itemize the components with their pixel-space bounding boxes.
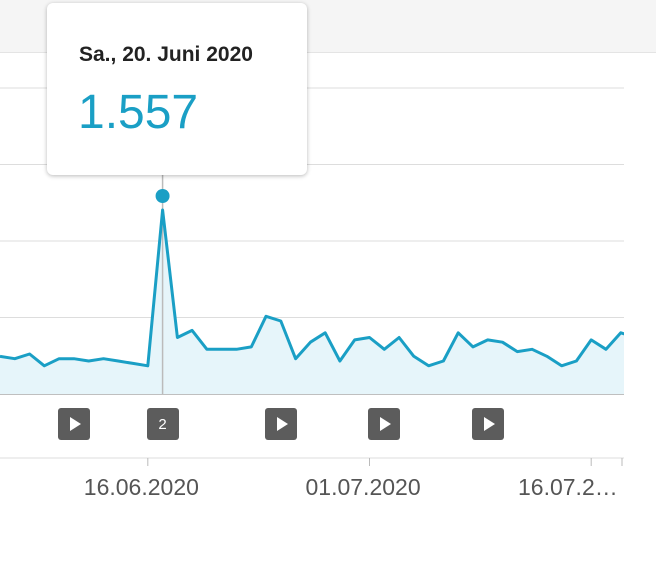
- tooltip-value: 1.557: [78, 86, 199, 139]
- annotation-count-badge[interactable]: 2: [146, 408, 179, 440]
- series-area: [0, 210, 624, 394]
- series-line: [0, 208, 624, 368]
- annotation-play-icon[interactable]: [368, 408, 401, 440]
- play-icon: [380, 417, 392, 431]
- annotation-play-icon[interactable]: [57, 408, 90, 440]
- play-icon: [69, 417, 81, 431]
- x-tick-label: 16.06.2020: [83, 474, 199, 500]
- play-icon: [276, 417, 288, 431]
- annotation-play-icon[interactable]: [471, 408, 504, 440]
- x-tick-label: 16.07.2…: [518, 474, 618, 500]
- hover-point[interactable]: [155, 189, 170, 203]
- tooltip: Sa., 20. Juni 2020 1.557: [47, 3, 307, 175]
- annotation-play-icon[interactable]: [264, 408, 297, 440]
- x-tick-label: 01.07.2020: [305, 474, 421, 500]
- tooltip-date: Sa., 20. Juni 2020: [79, 43, 253, 66]
- play-icon: [483, 417, 495, 431]
